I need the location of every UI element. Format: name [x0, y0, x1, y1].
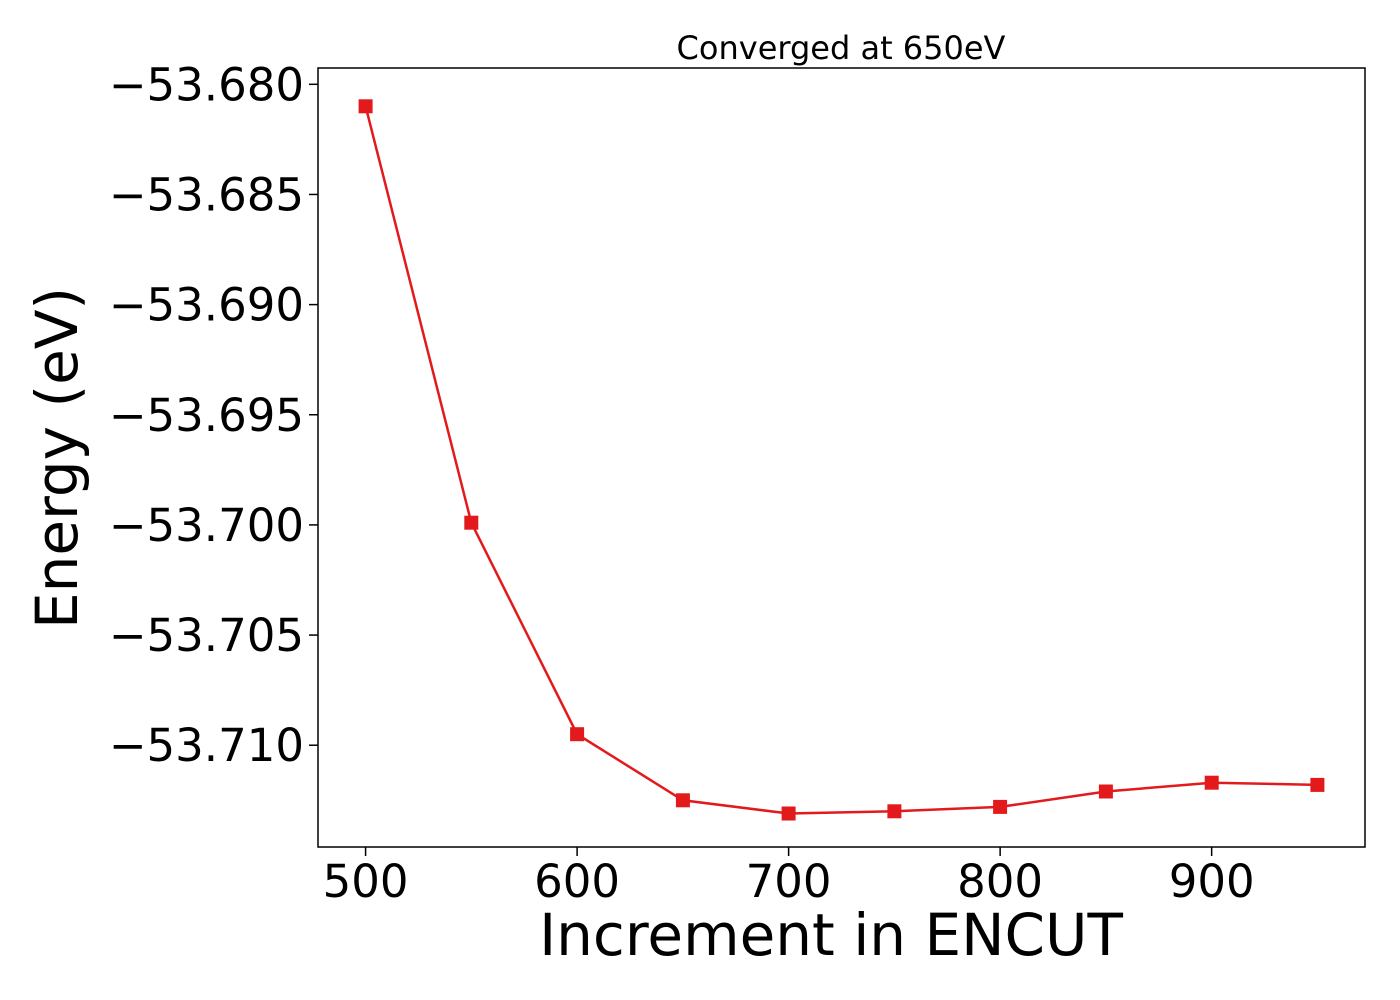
data-point-marker	[570, 727, 585, 742]
x-axis: 500 600 700 800 900	[323, 847, 1255, 908]
y-tick-label: −53.700	[109, 499, 304, 552]
data-point-marker	[358, 99, 373, 114]
data-point-marker	[1310, 777, 1325, 792]
x-tick-label: 700	[746, 855, 832, 908]
y-tick-label: −53.705	[109, 609, 304, 662]
data-point-marker	[887, 804, 902, 819]
x-tick-label: 500	[323, 855, 409, 908]
x-axis-label: Increment in ENCUT	[539, 901, 1123, 969]
chart-title: Converged at 650eV	[677, 29, 1006, 67]
series-line	[364, 105, 1318, 815]
y-axis: −53.680 −53.685 −53.690 −53.695 −53.700 −53.7…	[109, 58, 318, 772]
y-tick-label: −53.685	[109, 168, 304, 221]
y-tick-label: −53.695	[109, 389, 304, 442]
data-point-marker	[675, 793, 690, 808]
data-point-marker	[1098, 784, 1113, 799]
data-point-marker	[1204, 775, 1219, 790]
data-point-marker	[781, 806, 796, 821]
data-point-marker	[993, 799, 1008, 814]
y-axis-label: Energy (eV)	[23, 287, 91, 629]
x-tick-label: 900	[1169, 855, 1255, 908]
x-tick-label: 800	[957, 855, 1043, 908]
y-tick-label: −53.710	[109, 719, 304, 772]
data-point-marker	[464, 515, 479, 530]
series-layer	[358, 99, 1325, 821]
y-tick-label: −53.690	[109, 279, 304, 332]
y-tick-label: −53.680	[109, 58, 304, 111]
x-tick-label: 600	[534, 855, 620, 908]
plot-area-frame	[317, 67, 1366, 848]
